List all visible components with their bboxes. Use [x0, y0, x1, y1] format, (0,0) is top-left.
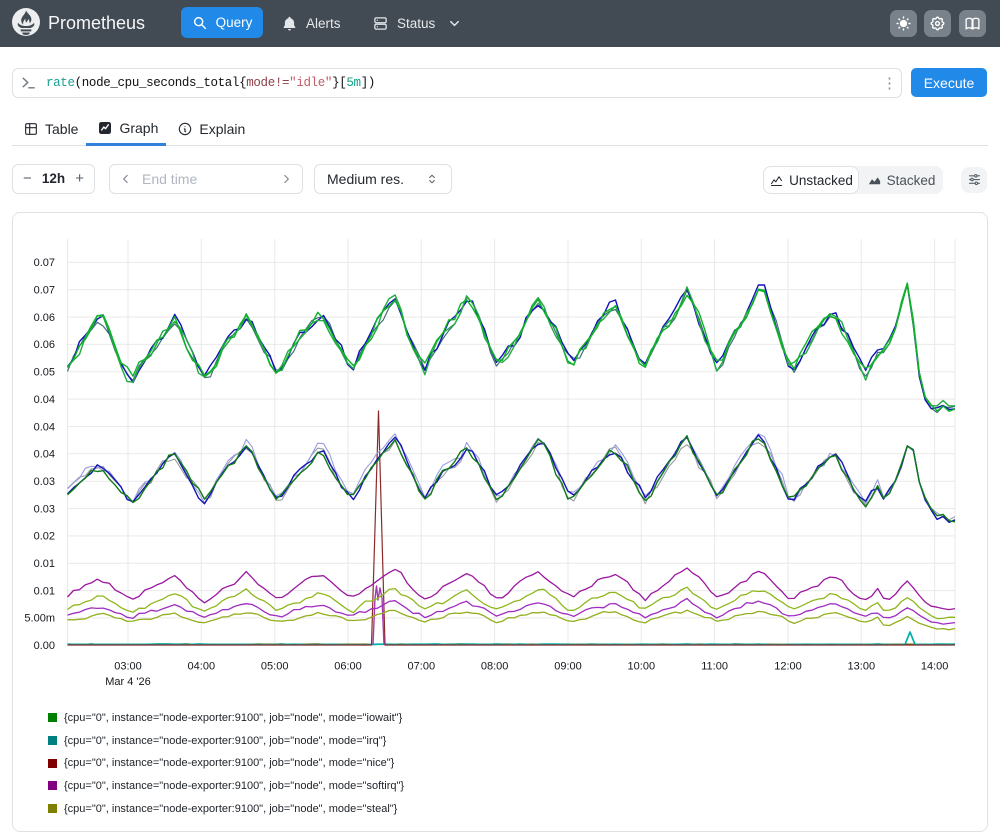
- svg-text:08:00: 08:00: [481, 661, 509, 673]
- svg-text:0.07: 0.07: [34, 257, 55, 269]
- svg-text:0.05: 0.05: [34, 367, 55, 379]
- svg-text:0.04: 0.04: [34, 394, 55, 406]
- svg-text:04:00: 04:00: [188, 661, 216, 673]
- svg-text:13:00: 13:00: [848, 661, 876, 673]
- svg-text:06:00: 06:00: [334, 661, 362, 673]
- svg-text:10:00: 10:00: [628, 661, 656, 673]
- svg-text:12:00: 12:00: [774, 661, 802, 673]
- svg-text:Mar 4 '26: Mar 4 '26: [105, 676, 151, 688]
- svg-text:0.07: 0.07: [34, 285, 55, 297]
- svg-text:0.03: 0.03: [34, 476, 55, 488]
- svg-text:0.04: 0.04: [34, 449, 55, 461]
- svg-text:0.06: 0.06: [34, 312, 55, 324]
- svg-text:0.00: 0.00: [34, 640, 55, 652]
- svg-text:0.06: 0.06: [34, 339, 55, 351]
- svg-text:11:00: 11:00: [701, 661, 728, 673]
- svg-text:09:00: 09:00: [554, 661, 582, 673]
- svg-text:0.03: 0.03: [34, 503, 55, 515]
- svg-text:0.02: 0.02: [34, 531, 55, 543]
- svg-text:0.04: 0.04: [34, 421, 55, 433]
- svg-text:0.01: 0.01: [34, 585, 55, 597]
- svg-text:5.00m: 5.00m: [24, 613, 55, 625]
- svg-text:05:00: 05:00: [261, 661, 289, 673]
- svg-text:0.01: 0.01: [34, 558, 55, 570]
- svg-text:14:00: 14:00: [921, 661, 949, 673]
- svg-text:07:00: 07:00: [408, 661, 436, 673]
- svg-text:03:00: 03:00: [114, 661, 142, 673]
